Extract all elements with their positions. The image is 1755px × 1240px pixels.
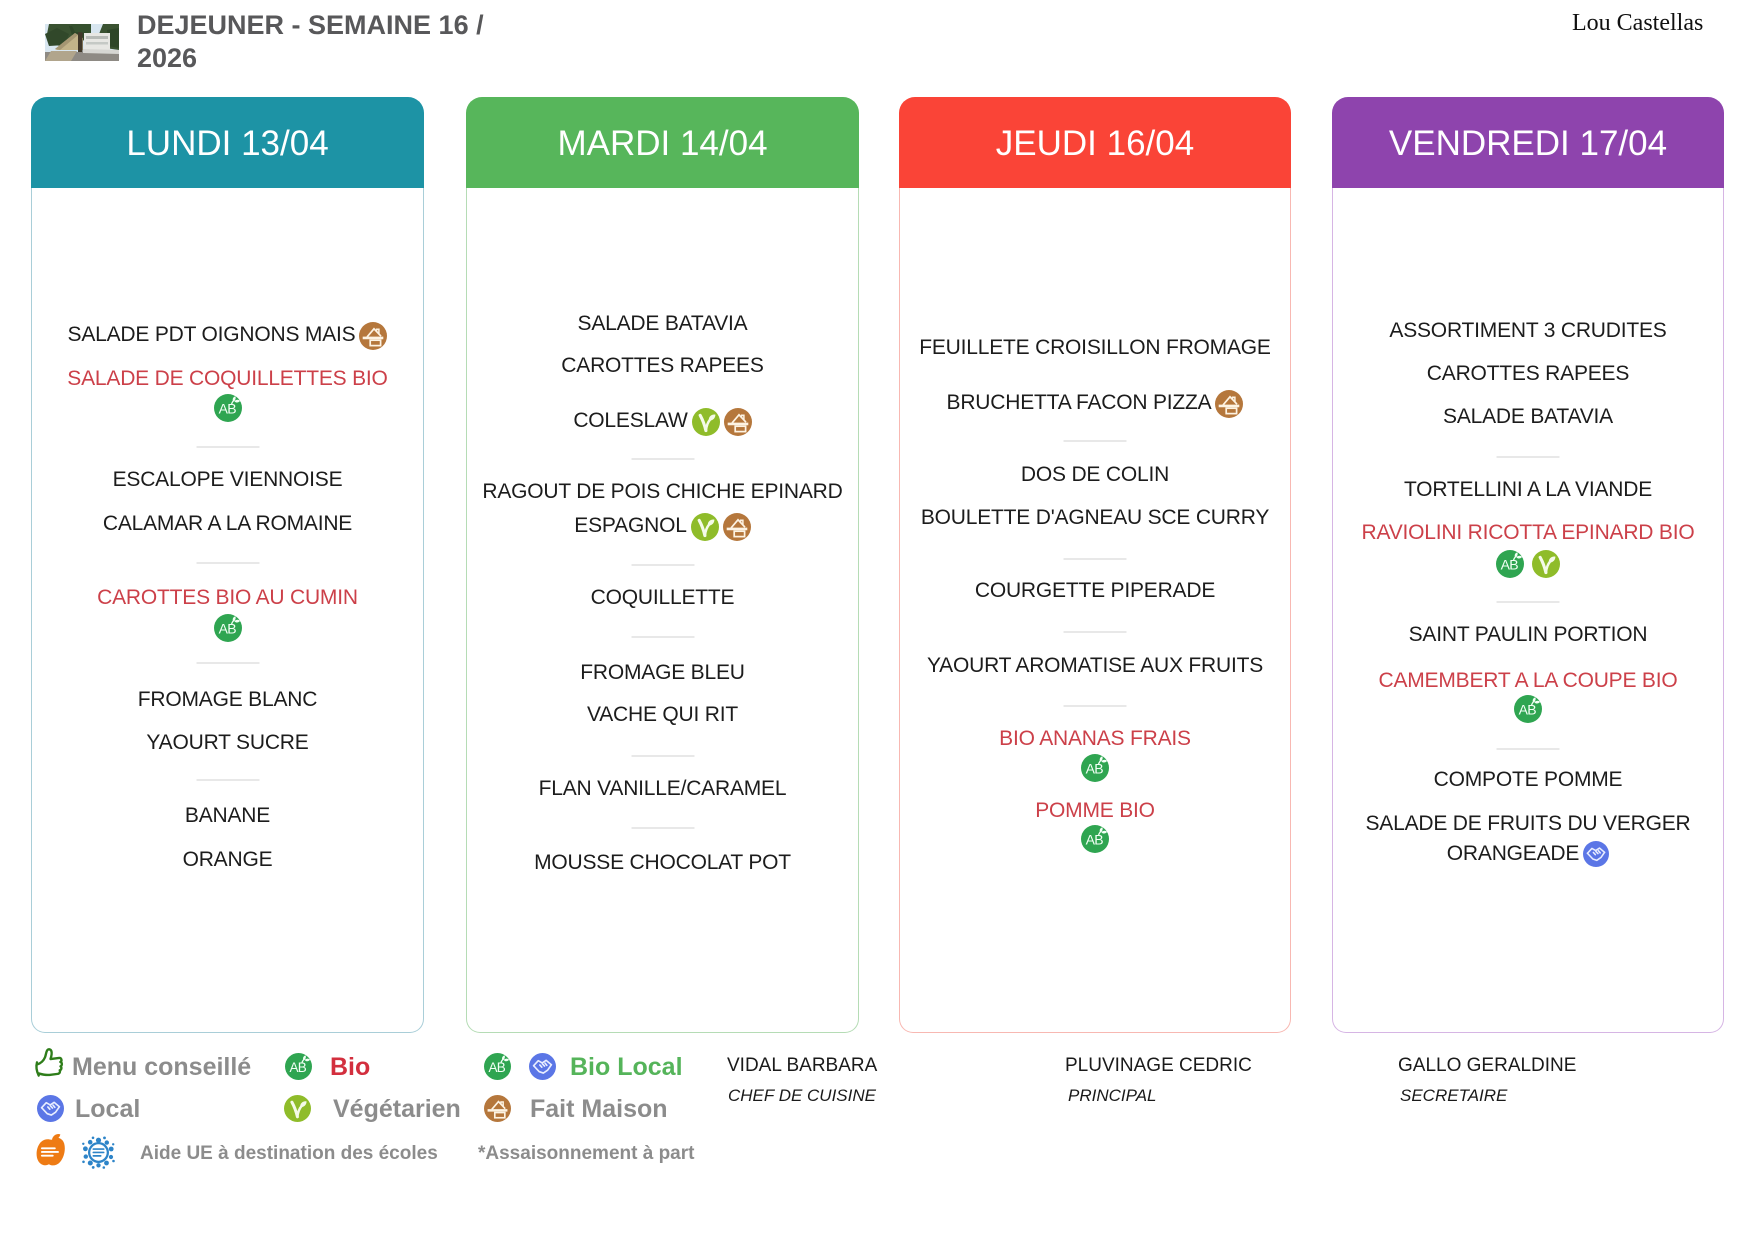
svg-text:AB: AB <box>1519 702 1537 718</box>
svg-text:AB: AB <box>1086 832 1104 848</box>
svg-text:AB: AB <box>218 401 236 417</box>
svg-text:AB: AB <box>488 1060 505 1075</box>
svg-text:AB: AB <box>218 621 236 637</box>
svg-text:AB: AB <box>1501 557 1519 573</box>
svg-text:AB: AB <box>289 1060 306 1075</box>
svg-text:AB: AB <box>1086 761 1104 777</box>
